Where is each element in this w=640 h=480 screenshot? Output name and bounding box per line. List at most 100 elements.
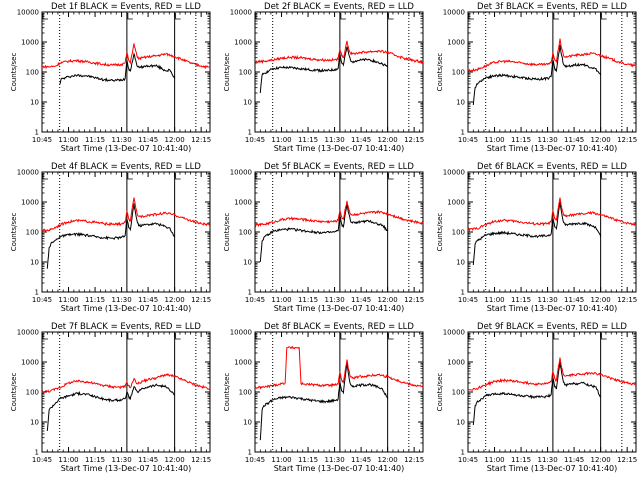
y-axis-label: Counts/sec — [223, 213, 231, 252]
marker-flag-glyph — [127, 333, 133, 340]
y-tick-label: 1 — [248, 129, 252, 137]
y-tick-label: 1 — [35, 129, 39, 137]
y-tick-label: 100 — [452, 389, 465, 397]
y-tick-label: 10 — [30, 419, 39, 427]
lld-series-line — [254, 40, 424, 65]
x-tick-label: 11:30 — [111, 456, 131, 464]
x-axis-label: Start Time (13-Dec-07 10:41:40) — [487, 464, 618, 473]
x-tick-label: 10:45 — [32, 456, 52, 464]
marker-flag-glyph — [553, 333, 559, 340]
y-axis-label: Counts/sec — [10, 213, 18, 252]
x-tick-label: 11:45 — [138, 136, 158, 144]
y-tick-label: 1 — [461, 449, 465, 457]
x-tick-label: 10:45 — [458, 296, 478, 304]
x-tick-label: 11:00 — [58, 456, 78, 464]
y-axis-label: Counts/sec — [436, 213, 444, 252]
events-series-line — [472, 361, 601, 425]
x-tick-label: 11:30 — [324, 136, 344, 144]
y-tick-label: 10000 — [443, 9, 465, 17]
lld-series-line — [254, 345, 423, 390]
y-tick-label: 10 — [456, 259, 465, 267]
x-tick-label: 12:15 — [404, 296, 424, 304]
marker-flag-glyph — [468, 173, 474, 180]
marker-flag-glyph — [42, 173, 48, 180]
x-tick-label: 12:15 — [191, 456, 211, 464]
y-tick-label: 1 — [248, 289, 252, 297]
x-tick-label: 11:30 — [324, 296, 344, 304]
x-axis-label: Start Time (13-Dec-07 10:41:40) — [487, 304, 618, 313]
marker-flag-glyph — [42, 13, 48, 20]
events-series-line — [472, 201, 602, 265]
panel-title: Det 6f BLACK = Events, RED = LLD — [477, 162, 627, 172]
panel-title: Det 5f BLACK = Events, RED = LLD — [264, 162, 414, 172]
x-tick-label: 10:45 — [458, 136, 478, 144]
y-tick-label: 1000 — [447, 39, 465, 47]
marker-flag-glyph — [255, 333, 261, 340]
lld-series-line — [41, 197, 211, 233]
x-tick-label: 11:45 — [564, 456, 584, 464]
panel-title: Det 3f BLACK = Events, RED = LLD — [477, 2, 627, 12]
marker-flag-glyph — [388, 13, 394, 20]
y-axis-label: Counts/sec — [436, 53, 444, 92]
y-tick-label: 100 — [26, 389, 39, 397]
lld-series-line — [467, 197, 637, 233]
y-axis-label: Counts/sec — [436, 373, 444, 412]
y-tick-label: 1 — [35, 289, 39, 297]
x-axis-label: Start Time (13-Dec-07 10:41:40) — [487, 144, 618, 153]
detector-panel-9: Det 9f BLACK = Events, RED = LLD 1 10 100 10… — [436, 322, 637, 473]
plot-frame — [41, 331, 211, 453]
y-axis-label: Counts/sec — [223, 373, 231, 412]
detector-panel-7: Det 7f BLACK = Events, RED = LLD 1 10 100 10… — [10, 322, 211, 473]
marker-flag-glyph — [340, 173, 346, 180]
marker-flag-glyph — [601, 13, 607, 20]
lld-series-line — [41, 43, 211, 70]
y-tick-label: 100 — [239, 229, 252, 237]
x-tick-label: 11:45 — [138, 296, 158, 304]
x-tick-label: 11:30 — [537, 456, 557, 464]
panel-title: Det 8f BLACK = Events, RED = LLD — [264, 322, 414, 332]
x-axis-label: Start Time (13-Dec-07 10:41:40) — [61, 144, 192, 153]
marker-flag-glyph — [255, 13, 261, 20]
x-tick-label: 11:15 — [85, 136, 105, 144]
y-tick-label: 10 — [30, 259, 39, 267]
detector-panel-4: Det 4f BLACK = Events, RED = LLD 1 10 100 10… — [10, 162, 211, 313]
x-tick-label: 11:00 — [271, 136, 291, 144]
x-tick-label: 12:15 — [191, 296, 211, 304]
x-tick-label: 11:45 — [138, 456, 158, 464]
x-tick-label: 12:15 — [404, 456, 424, 464]
y-tick-label: 10000 — [17, 329, 39, 337]
x-tick-label: 11:15 — [511, 296, 531, 304]
x-tick-label: 12:15 — [617, 456, 637, 464]
y-tick-label: 1000 — [21, 359, 39, 367]
x-tick-label: 11:15 — [298, 136, 318, 144]
x-tick-label: 11:15 — [298, 296, 318, 304]
x-tick-label: 10:45 — [458, 456, 478, 464]
lld-series-line — [41, 373, 211, 394]
x-tick-label: 12:00 — [591, 296, 611, 304]
x-tick-label: 12:00 — [165, 456, 185, 464]
y-tick-label: 10000 — [17, 9, 39, 17]
marker-flag-glyph — [42, 333, 48, 340]
x-tick-label: 11:45 — [564, 296, 584, 304]
detector-panel-8: Det 8f BLACK = Events, RED = LLD 1 10 100 10… — [223, 322, 424, 473]
panel-title: Det 4f BLACK = Events, RED = LLD — [51, 162, 201, 172]
y-axis-label: Counts/sec — [10, 373, 18, 412]
events-series-line — [259, 46, 388, 94]
panel-title: Det 7f BLACK = Events, RED = LLD — [51, 322, 201, 332]
x-tick-label: 10:45 — [245, 136, 265, 144]
x-tick-label: 10:45 — [245, 456, 265, 464]
x-tick-label: 11:00 — [271, 296, 291, 304]
lld-series-line — [254, 200, 424, 228]
marker-flag-glyph — [255, 173, 261, 180]
lld-series-line — [467, 357, 637, 391]
x-tick-label: 11:00 — [484, 456, 504, 464]
x-tick-label: 11:45 — [351, 296, 371, 304]
y-tick-label: 100 — [239, 389, 252, 397]
x-tick-label: 12:15 — [191, 136, 211, 144]
y-tick-label: 1000 — [234, 359, 252, 367]
events-series-line — [259, 363, 389, 441]
x-tick-label: 10:45 — [32, 136, 52, 144]
x-axis-label: Start Time (13-Dec-07 10:41:40) — [274, 144, 405, 153]
marker-flag-glyph — [388, 173, 394, 180]
plot-frame — [254, 11, 424, 133]
